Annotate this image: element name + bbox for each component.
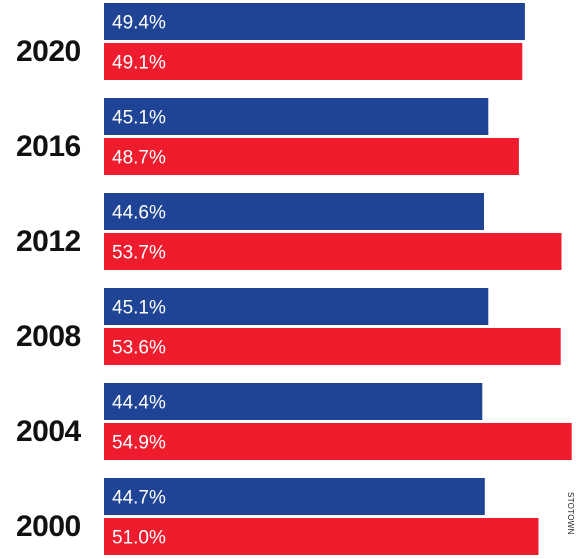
bar-value-label-2000-series-2: 51.0% bbox=[112, 528, 166, 549]
bar-value-label-2020-series-2: 49.1% bbox=[112, 53, 166, 74]
bar-value-label-2000-series-1: 44.7% bbox=[112, 488, 166, 509]
bar-value-label-2004-series-2: 54.9% bbox=[112, 433, 166, 454]
year-label-2012: 2012 bbox=[16, 225, 81, 258]
bar-2000-series-2 bbox=[104, 518, 539, 555]
bar-2004-series-1 bbox=[104, 383, 483, 420]
year-label-2020: 2020 bbox=[16, 35, 81, 68]
bar-value-label-2008-series-2: 53.6% bbox=[112, 338, 166, 359]
bar-value-label-2012-series-1: 44.6% bbox=[112, 203, 166, 224]
bar-2016-series-2 bbox=[104, 138, 519, 175]
bar-2020-series-2 bbox=[104, 43, 523, 80]
bar-value-label-2016-series-1: 45.1% bbox=[112, 108, 166, 129]
bar-2000-series-1 bbox=[104, 478, 485, 515]
bar-2020-series-1 bbox=[104, 3, 525, 40]
year-label-2008: 2008 bbox=[16, 320, 81, 353]
bar-2012-series-1 bbox=[104, 193, 484, 230]
bar-value-label-2004-series-1: 44.4% bbox=[112, 393, 166, 414]
bar-2008-series-1 bbox=[104, 288, 489, 325]
bar-2012-series-2 bbox=[104, 233, 562, 270]
year-label-2000: 2000 bbox=[16, 510, 81, 543]
bar-value-label-2016-series-2: 48.7% bbox=[112, 148, 166, 169]
bar-2008-series-2 bbox=[104, 328, 561, 365]
bar-value-label-2008-series-1: 45.1% bbox=[112, 298, 166, 319]
year-label-2016: 2016 bbox=[16, 130, 81, 163]
credit-text: STOTOWN bbox=[566, 492, 575, 535]
bar-value-label-2020-series-1: 49.4% bbox=[112, 13, 166, 34]
bar-value-label-2012-series-2: 53.7% bbox=[112, 243, 166, 264]
year-label-2004: 2004 bbox=[16, 415, 82, 448]
bar-2016-series-1 bbox=[104, 98, 489, 135]
bar-2004-series-2 bbox=[104, 423, 572, 460]
